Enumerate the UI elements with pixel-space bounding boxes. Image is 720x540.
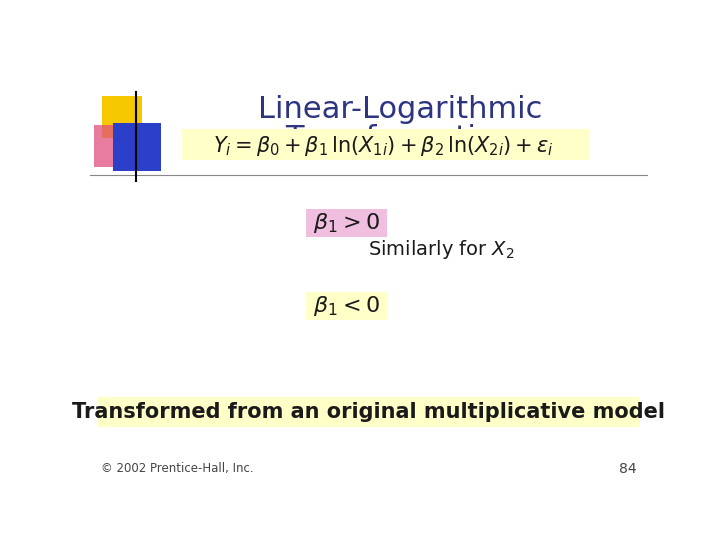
FancyBboxPatch shape	[182, 129, 590, 160]
Text: $\beta_1 < 0$: $\beta_1 < 0$	[313, 294, 380, 318]
Text: Transformation: Transformation	[285, 124, 514, 153]
Text: $Y_i = \beta_0 + \beta_1\,\mathrm{ln}(X_{1i}) + \beta_2\,\mathrm{ln}(X_{2i}) + \: $Y_i = \beta_0 + \beta_1\,\mathrm{ln}(X_…	[212, 134, 554, 158]
Bar	[114, 123, 161, 171]
Text: 84: 84	[619, 462, 637, 476]
Text: Similarly for $X_2$: Similarly for $X_2$	[369, 238, 515, 261]
Text: Linear-Logarithmic: Linear-Logarithmic	[258, 95, 542, 124]
FancyBboxPatch shape	[306, 292, 387, 320]
Text: $\beta_1 > 0$: $\beta_1 > 0$	[313, 211, 380, 235]
FancyBboxPatch shape	[306, 208, 387, 237]
Text: Transformed from an original multiplicative model: Transformed from an original multiplicat…	[73, 402, 665, 422]
Bar	[102, 96, 143, 138]
Bar	[94, 125, 135, 167]
FancyBboxPatch shape	[99, 397, 639, 427]
Text: © 2002 Prentice-Hall, Inc.: © 2002 Prentice-Hall, Inc.	[101, 462, 253, 475]
